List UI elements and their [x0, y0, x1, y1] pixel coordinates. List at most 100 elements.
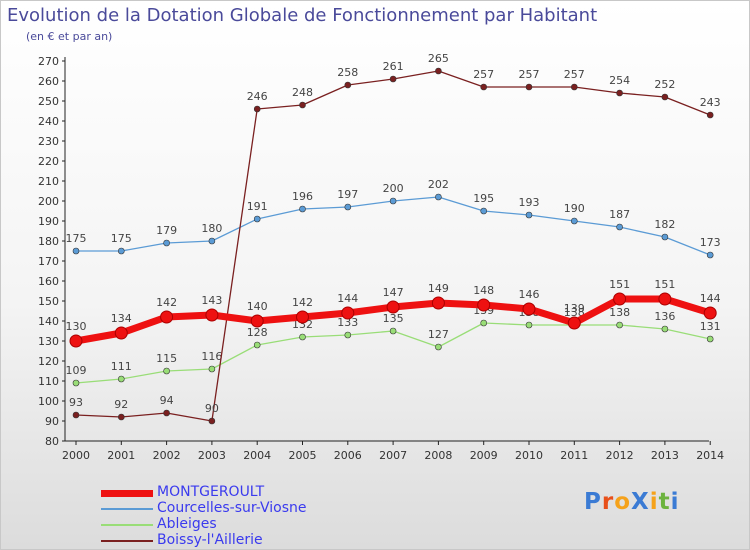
chart-title: Evolution de la Dotation Globale de Fonc… [7, 5, 598, 26]
y-tick-label: 90 [45, 415, 59, 428]
data-label: 257 [564, 68, 585, 81]
data-point [341, 306, 355, 320]
data-label: 135 [383, 312, 404, 325]
x-tick-label: 2006 [334, 449, 362, 462]
data-label: 93 [69, 396, 83, 409]
data-point [522, 302, 536, 316]
y-tick-label: 250 [38, 95, 59, 108]
y-tick-label: 110 [38, 375, 59, 388]
y-tick-label: 170 [38, 255, 59, 268]
data-point [69, 334, 83, 348]
legend-label: MONTGEROULT [157, 484, 265, 500]
x-tick-label: 2001 [107, 449, 135, 462]
data-label: 173 [700, 236, 721, 249]
legend-label: Courcelles-sur-Viosne [157, 500, 307, 516]
data-point [661, 233, 669, 241]
data-label: 265 [428, 52, 449, 65]
data-point [163, 367, 170, 375]
data-point [435, 343, 442, 351]
data-label: 94 [160, 394, 174, 407]
data-point [118, 375, 125, 383]
data-label: 142 [156, 296, 177, 309]
data-point [253, 105, 261, 113]
data-label: 151 [609, 278, 630, 291]
data-point [72, 247, 80, 255]
x-tick-label: 2000 [62, 449, 90, 462]
x-tick-label: 2009 [470, 449, 498, 462]
logo-letter: P [584, 489, 602, 515]
legend-swatch [101, 524, 153, 526]
series-line [75, 70, 711, 422]
data-point [208, 237, 216, 245]
y-tick-label: 200 [38, 195, 59, 208]
legend-label: Ableiges [157, 516, 217, 532]
data-label: 148 [473, 284, 494, 297]
data-label: 116 [201, 350, 222, 363]
y-tick-label: 190 [38, 215, 59, 228]
data-label: 147 [383, 286, 404, 299]
data-label: 151 [654, 278, 675, 291]
data-point [208, 417, 216, 425]
data-label: 258 [337, 66, 358, 79]
data-point [163, 409, 170, 417]
legend-swatch [101, 540, 153, 542]
y-tick-label: 140 [38, 315, 59, 328]
y-tick-label: 120 [38, 355, 59, 368]
data-label: 175 [111, 232, 132, 245]
data-point [386, 300, 400, 314]
data-label: 138 [564, 306, 585, 319]
data-label: 132 [292, 318, 313, 331]
data-point [706, 335, 714, 343]
data-point [435, 193, 442, 201]
legend-swatch [101, 489, 153, 497]
data-label: 180 [201, 222, 222, 235]
y-tick-label: 210 [38, 175, 59, 188]
data-label: 175 [66, 232, 87, 245]
logo-letter: t [658, 489, 671, 515]
y-tick-label: 130 [38, 335, 59, 348]
data-label: 134 [111, 312, 132, 325]
data-label: 127 [428, 328, 449, 341]
x-tick-label: 2003 [198, 449, 226, 462]
data-label: 130 [66, 320, 87, 333]
data-point [299, 333, 306, 341]
y-tick-label: 80 [45, 435, 59, 448]
data-label: 140 [247, 300, 268, 313]
y-tick-label: 240 [38, 115, 59, 128]
data-point [435, 67, 442, 75]
data-point [72, 379, 80, 387]
data-label: 261 [383, 60, 404, 73]
data-point [208, 365, 216, 373]
data-label: 146 [519, 288, 540, 301]
data-label: 195 [473, 192, 494, 205]
data-point [616, 223, 623, 231]
data-point [205, 308, 219, 322]
chart-subtitle: (en € et par an) [26, 30, 113, 43]
data-point [706, 251, 714, 259]
data-point [570, 217, 578, 225]
data-label: 197 [337, 188, 358, 201]
data-point [616, 89, 623, 97]
data-label: 190 [564, 202, 585, 215]
y-tick-label: 150 [38, 295, 59, 308]
data-label: 252 [654, 78, 675, 91]
data-point [477, 298, 491, 312]
x-tick-label: 2013 [651, 449, 679, 462]
proxiti-logo: ProXiti [584, 489, 680, 515]
data-label: 128 [247, 326, 268, 339]
data-label: 115 [156, 352, 177, 365]
data-point [299, 101, 306, 109]
data-point [480, 207, 488, 215]
x-tick-label: 2014 [696, 449, 724, 462]
data-label: 109 [66, 364, 87, 377]
data-label: 144 [337, 292, 358, 305]
data-label: 191 [247, 200, 268, 213]
data-point [344, 81, 352, 89]
data-point [72, 411, 80, 419]
y-tick-label: 270 [38, 55, 59, 68]
data-label: 90 [205, 402, 219, 415]
data-point [163, 239, 170, 247]
logo-letter: r [601, 489, 615, 515]
data-label: 182 [654, 218, 675, 231]
